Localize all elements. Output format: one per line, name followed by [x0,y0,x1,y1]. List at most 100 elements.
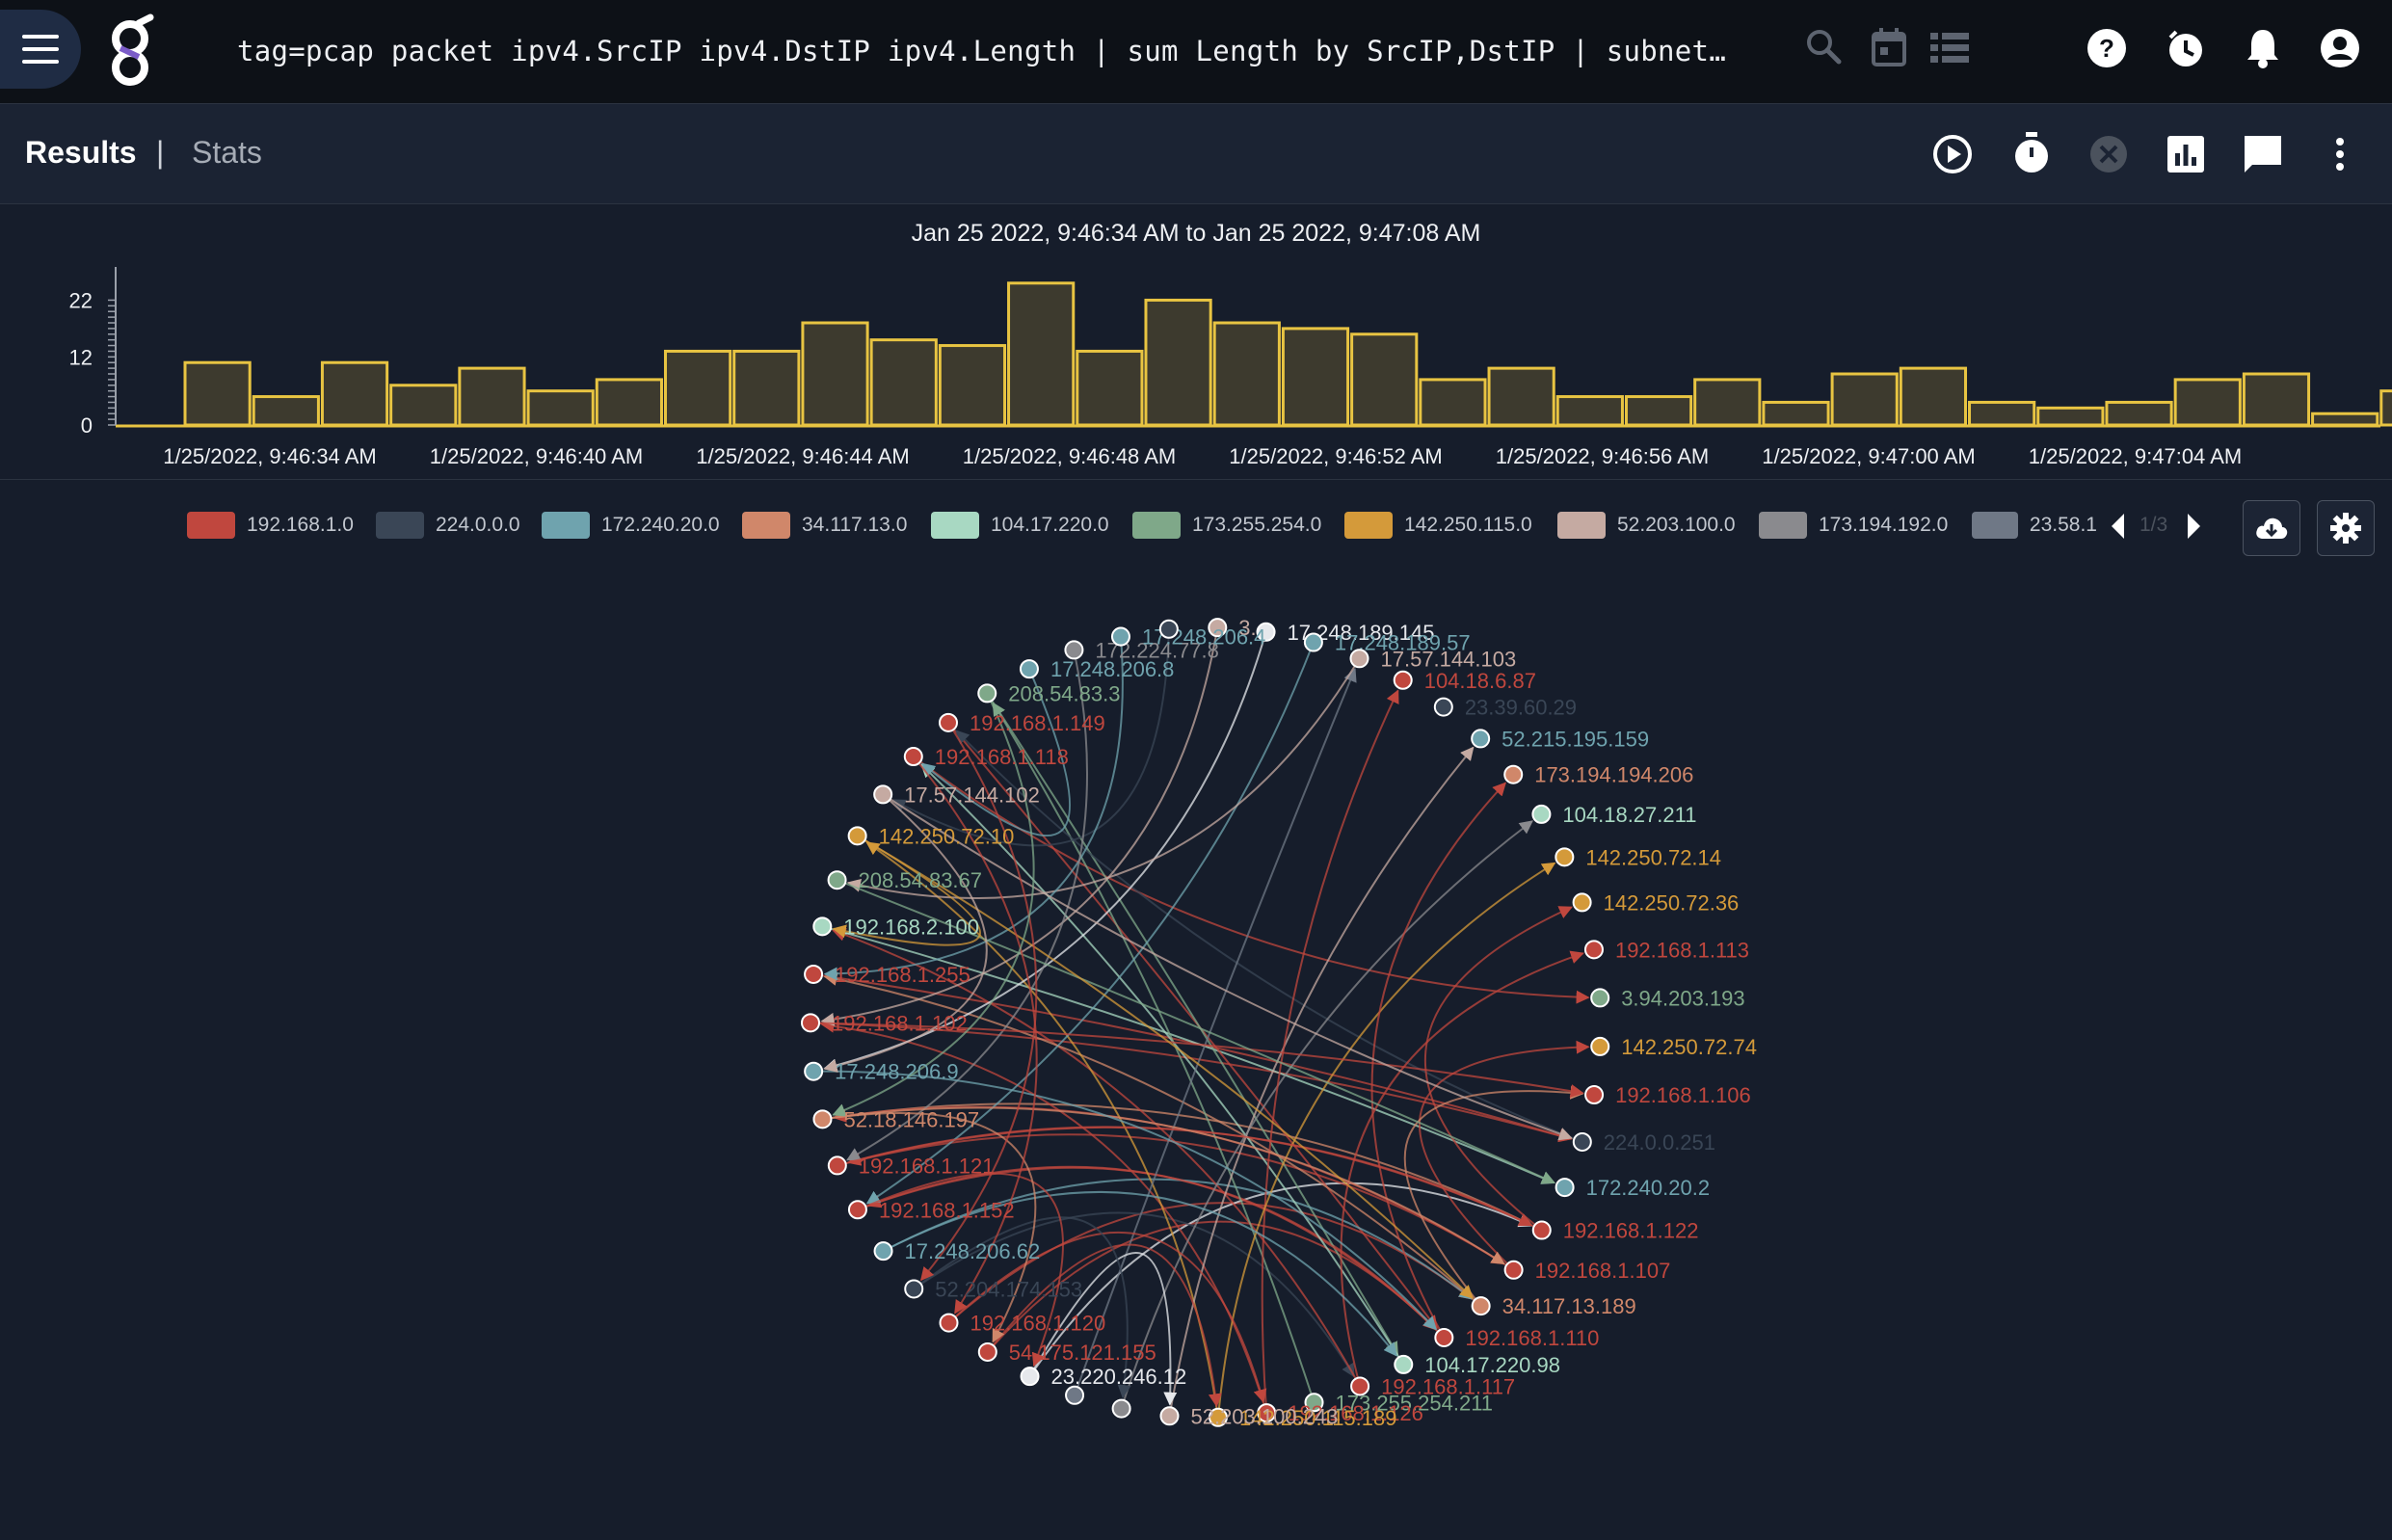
chord-edge[interactable] [837,879,1555,1184]
chord-edge[interactable] [822,1106,1505,1265]
menu-button[interactable] [0,10,81,89]
chord-node[interactable]: 17.57.144.102 [873,783,1040,807]
chord-node[interactable]: 17.248.206.8 [1019,657,1174,681]
node-dot[interactable] [1555,847,1575,867]
node-dot[interactable] [1349,649,1369,669]
histogram-bar[interactable] [1419,378,1487,427]
node-dot[interactable] [1020,1367,1040,1387]
legend-item[interactable]: 34.117.13.0 [742,512,907,539]
chord-edge[interactable] [857,835,1474,1299]
chord-edge[interactable] [822,1112,1037,1343]
histogram-bar[interactable] [1693,378,1762,427]
node-dot[interactable] [1572,892,1592,913]
chord-edge[interactable] [913,1216,1131,1399]
chord-edge[interactable] [1418,1040,1590,1271]
node-dot[interactable] [801,1013,821,1033]
more-icon[interactable] [2328,133,2352,175]
histogram-bar[interactable] [1487,366,1555,427]
chord-edge[interactable] [947,1231,1267,1403]
download-button[interactable] [2243,500,2300,556]
histogram-bar[interactable] [1830,372,1899,427]
chord-node[interactable]: 173.255.254.211 [1304,1391,1494,1415]
chord-edge[interactable] [823,972,1482,1307]
node-dot[interactable] [938,712,958,732]
node-dot[interactable] [812,1109,833,1129]
chord-edge[interactable] [947,1202,1474,1324]
chord-edge[interactable] [857,1172,1064,1367]
chord-node[interactable]: 104.18.27.211 [1531,803,1696,827]
chord-node[interactable]: 224.0.0.251 [1572,1130,1715,1155]
histogram-bar[interactable] [595,378,663,427]
node-dot[interactable] [1471,729,1491,749]
chord-edge[interactable] [837,1133,1505,1265]
chord-node[interactable]: 192.168.1.149 [938,711,1105,735]
chord-edge[interactable] [1370,782,1506,1339]
chord-node[interactable]: 142.250.72.36 [1572,890,1740,915]
chord-edge[interactable] [810,1022,1573,1143]
node-dot[interactable] [1590,1036,1610,1056]
chord-node[interactable]: 52.203.100.243 [1159,1404,1338,1428]
chord-diagram[interactable]: 3. 17.248.189.14517.248.189.5717.57.144.1… [0,572,2392,1540]
chord-node[interactable]: 17.248.206.9 [804,1060,959,1084]
histogram-bar[interactable] [1076,349,1144,427]
legend-item[interactable]: 142.250.115.0 [1344,512,1532,539]
node-dot[interactable] [1304,1393,1324,1413]
chord-node[interactable]: 142.250.72.74 [1590,1035,1757,1059]
histogram-bar[interactable] [2379,389,2392,427]
histogram-bar[interactable] [801,321,869,427]
tab-results[interactable]: Results [25,135,137,170]
chord-edge[interactable] [832,835,981,946]
chord-edge[interactable] [820,627,1219,1026]
chord-node[interactable]: 23.220.246.12 [1020,1365,1187,1389]
account-icon[interactable] [2319,27,2361,69]
chord-node[interactable]: 54.175.121.155 [977,1341,1156,1365]
list-icon[interactable] [1929,29,1970,66]
chord-edge[interactable] [813,1070,1438,1331]
chord-node[interactable]: 17.248.206.62 [873,1239,1041,1263]
node-dot[interactable] [873,1241,893,1261]
node-dot[interactable] [1256,622,1276,642]
chord-edge[interactable] [1028,1182,1533,1377]
node-dot[interactable] [1065,1385,1085,1405]
node-dot[interactable] [1350,1376,1370,1396]
histogram-bar[interactable] [183,360,252,427]
node-dot[interactable] [1433,697,1453,717]
node-dot[interactable] [812,916,833,937]
histogram-bar[interactable] [1968,400,2036,427]
chord-node[interactable]: 23.39.60.29 [1433,696,1577,720]
chord-node[interactable]: 3. [1208,616,1257,640]
legend-item[interactable]: 224.0.0.0 [376,512,520,539]
legend-item[interactable]: 23.58.1 [1972,512,2097,539]
chord-edge[interactable] [1074,668,1357,1396]
node-dot[interactable] [1590,988,1610,1008]
legend-item[interactable]: 104.17.220.0 [931,512,1109,539]
chord-edge[interactable] [832,692,1035,1117]
chord-node[interactable]: 192.168.1.120 [939,1312,1105,1336]
timer-icon[interactable] [2010,131,2053,175]
node-dot[interactable] [1064,640,1084,660]
chord-edge[interactable] [1216,862,1556,1418]
chord-node[interactable]: 192.168.1.255 [804,963,970,987]
chord-node[interactable] [1158,619,1179,639]
node-dot[interactable] [1019,659,1039,679]
bell-icon[interactable] [2242,25,2284,69]
chord-edge[interactable] [1028,1252,1178,1406]
chord-node[interactable]: 192.168.1.122 [1531,1219,1699,1243]
node-dot[interactable] [1583,940,1604,960]
chord-edge[interactable] [913,756,1590,1004]
chord-node[interactable]: 3.94.203.193 [1590,986,1745,1010]
histogram-bar[interactable] [663,349,732,427]
histogram-bar[interactable] [732,349,801,427]
chord-node[interactable]: 104.17.220.98 [1394,1353,1560,1377]
chord-edge[interactable] [919,722,1038,1282]
histogram-bar[interactable] [2036,406,2105,427]
chord-edge[interactable] [810,1022,1584,1098]
chord-node[interactable]: 192.168.1.117 [1350,1374,1515,1398]
node-dot[interactable] [1434,1327,1454,1347]
chord-edge[interactable] [823,793,988,1073]
chord-node[interactable]: 172.224.77.8 [1064,638,1219,662]
chord-node[interactable]: 208.54.83.3 [977,681,1120,705]
chord-node[interactable]: 173.194.194.206 [1503,763,1693,787]
legend-item[interactable]: 173.255.254.0 [1132,512,1321,539]
node-dot[interactable] [1393,670,1413,690]
